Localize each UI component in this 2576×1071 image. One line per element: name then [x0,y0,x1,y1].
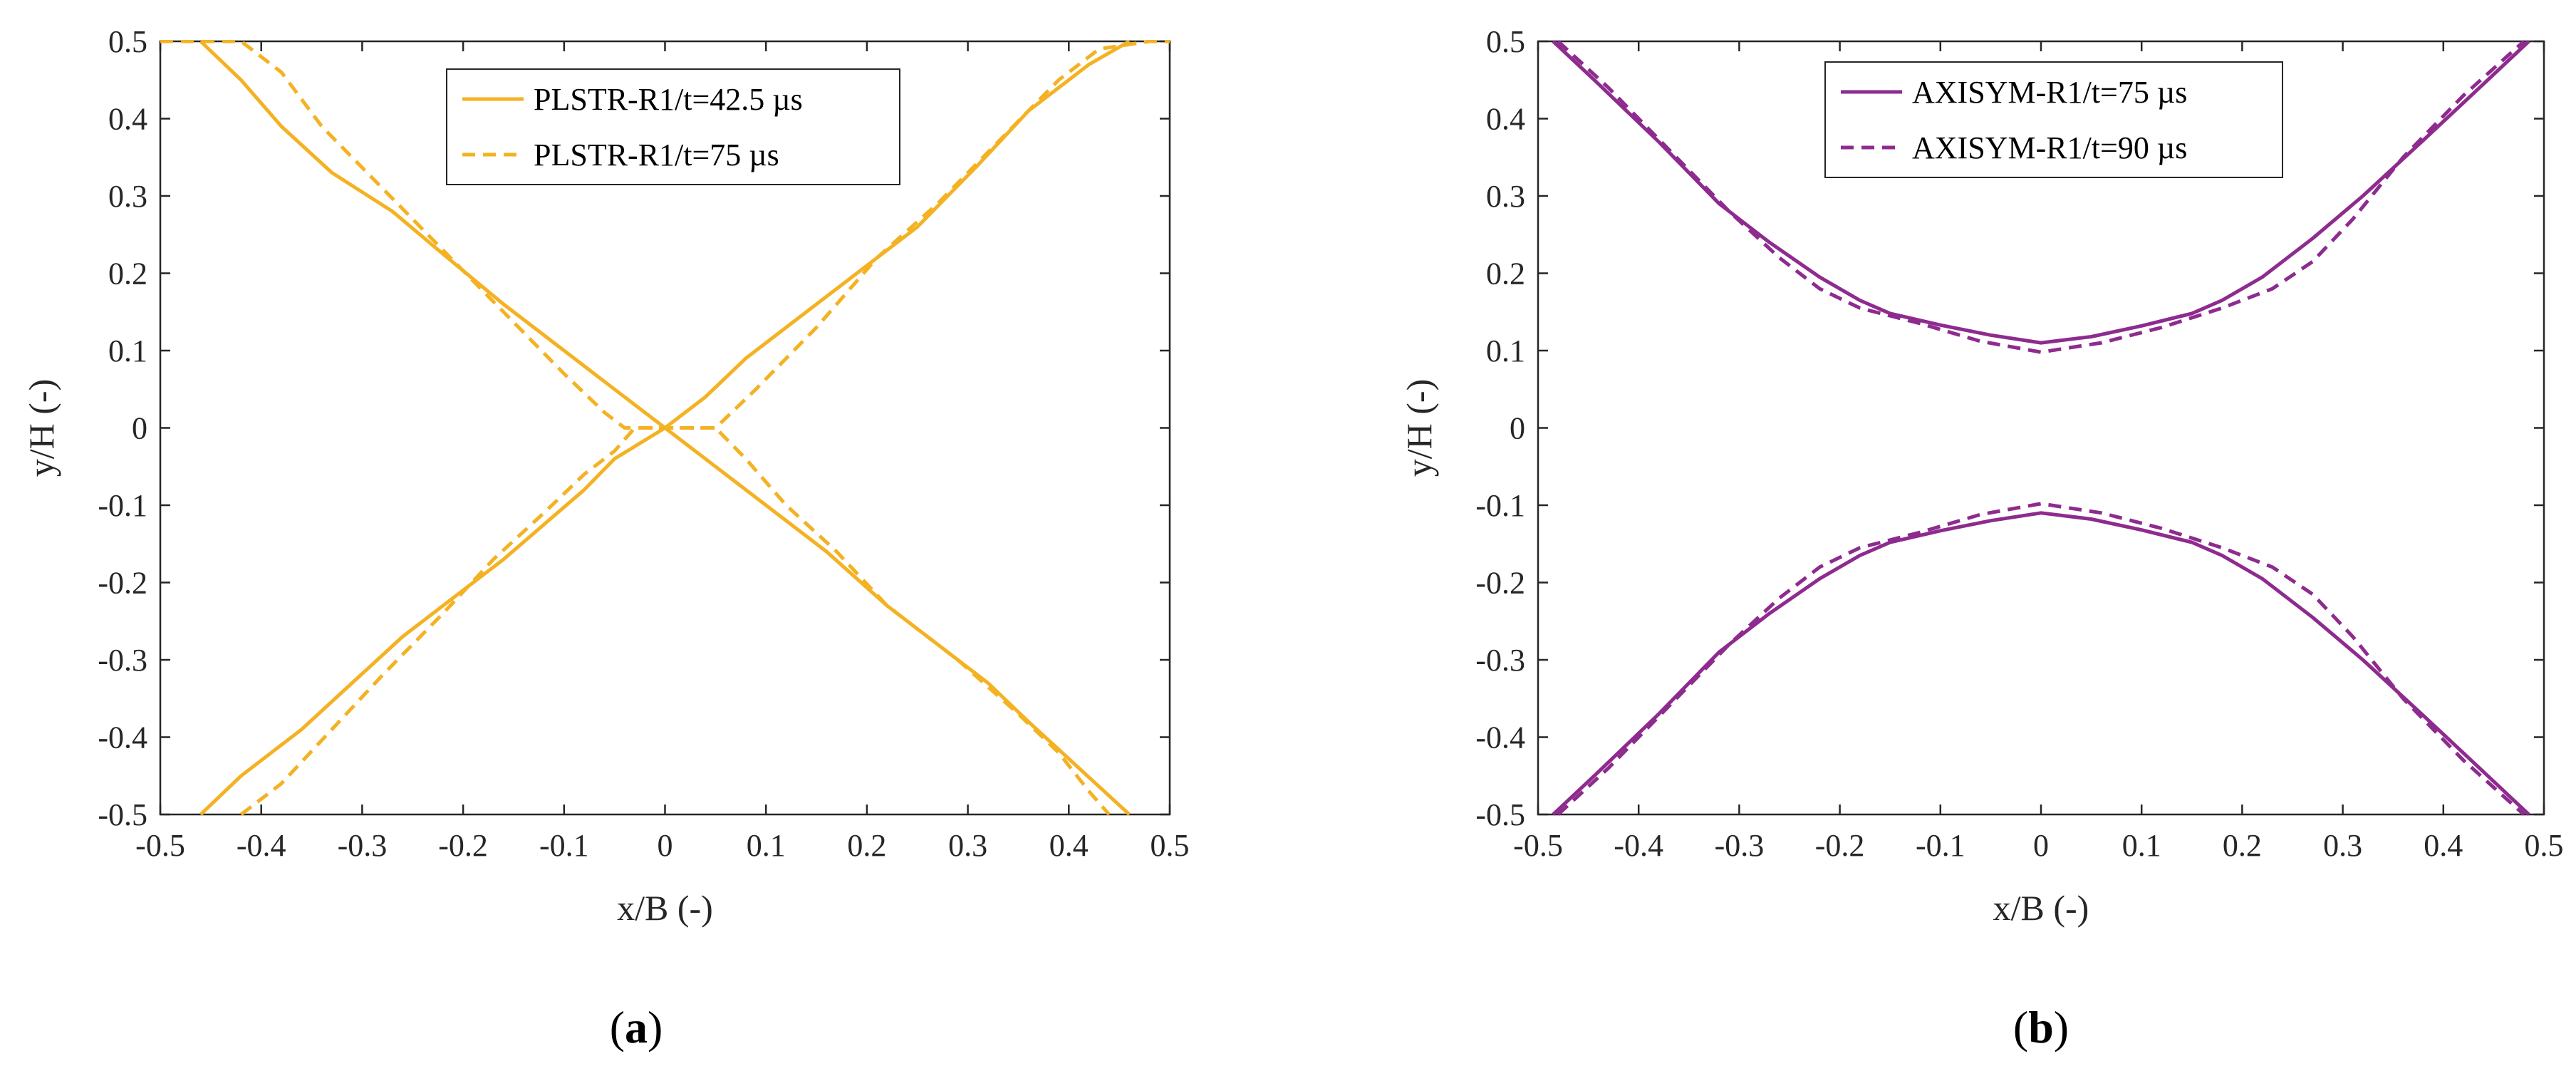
y-tick-label: -0.4 [1475,720,1525,755]
x-tick-label: -0.1 [1916,828,1965,863]
x-tick-label: -0.3 [1715,828,1765,863]
x-tick-label: -0.2 [438,828,488,863]
y-tick-label: -0.3 [98,643,147,678]
x-tick-label: -0.1 [539,828,589,863]
caption-close-paren: ) [2054,1002,2069,1052]
y-tick-label: 0 [132,411,147,446]
x-tick-label: 0.4 [2424,828,2463,863]
legend-box [446,68,900,185]
legend-label: PLSTR-R1/t=42.5 µs [534,82,803,117]
legend: PLSTR-R1/t=42.5 µs PLSTR-R1/t=75 µs [446,68,900,185]
y-tick-label: -0.1 [98,488,147,523]
x-tick-label: 0.2 [847,828,886,863]
x-tick-label: -0.5 [1513,828,1563,863]
x-tick-label: -0.3 [338,828,388,863]
y-tick-label: 0 [1510,411,1525,446]
y-tick-label: -0.1 [1475,488,1525,523]
panel-b: -0.5 -0.4 -0.3 -0.2 -0.1 0 0.1 0.2 0.3 0.4 0.5 -0.5… [1399,24,2564,1052]
caption-close-paren: ) [648,1002,663,1052]
y-tick-label: 0.5 [1486,24,1525,59]
x-tick-label: 0.4 [1049,828,1089,863]
y-tick-label: 0.2 [108,257,147,291]
y-tick-label: 0.5 [108,24,147,59]
x-tick-label: 0.3 [2323,828,2362,863]
y-tick-label: -0.3 [1475,643,1525,678]
y-axis-label: y/H (-) [21,379,61,477]
caption-letter: a [625,1002,648,1052]
x-tick-label: 0 [2033,828,2049,863]
plot-area [160,40,1170,816]
x-axis-label: x/B (-) [617,888,713,928]
x-tick-label: -0.5 [135,828,185,863]
x-tick-label: 0.1 [2122,828,2161,863]
caption-open-paren: ( [2013,1002,2028,1052]
x-tick-label: 0.2 [2223,828,2262,863]
x-tick-label: -0.2 [1815,828,1865,863]
y-tick-label: -0.5 [1475,797,1525,832]
caption-letter: b [2028,1002,2054,1052]
y-tick-label: 0.3 [1486,179,1525,214]
y-tick-label: 0.1 [108,333,147,368]
series-line-solid-1 [199,40,1131,816]
x-tick-label: 0.5 [2525,828,2564,863]
y-tick-label: 0.3 [108,179,147,214]
x-tick-label: -0.4 [237,828,286,863]
legend-box [1824,61,2283,178]
panel-caption: (b) [2013,1002,2069,1052]
x-tick-label: 0 [658,828,673,863]
series-line-dashed-1 [239,40,1170,816]
y-tick-label: -0.5 [98,797,147,832]
series-line-solid-1 [1552,511,2530,816]
x-axis-label: x/B (-) [1993,888,2089,928]
y-tick-label: 0.4 [1486,102,1525,137]
x-tick-label: -0.4 [1614,828,1663,863]
legend-label: PLSTR-R1/t=75 µs [534,138,779,172]
y-tick-label: -0.2 [1475,566,1525,601]
y-tick-label: 0.2 [1486,257,1525,291]
x-tick-label: 0.3 [948,828,987,863]
legend-label: AXISYM-R1/t=75 µs [1912,75,2187,110]
x-tick-label: 0.5 [1151,828,1190,863]
legend-label: AXISYM-R1/t=90 µs [1912,130,2187,165]
plot-area [1552,40,2530,816]
y-tick-label: 0.4 [108,102,147,137]
panel-a: -0.5 -0.4 -0.3 -0.2 -0.1 0 0.1 0.2 0.3 0.4 0.5 -0.5… [21,24,1190,1052]
series-line-dashed-0 [1557,40,2525,354]
caption-open-paren: ( [610,1002,625,1052]
legend: AXISYM-R1/t=75 µs AXISYM-R1/t=90 µs [1824,61,2283,178]
x-tick-label: 0.1 [747,828,786,863]
series-line-dashed-1 [1557,502,2525,816]
y-tick-label: -0.4 [98,720,147,755]
panel-caption: (a) [610,1002,663,1052]
y-tick-label: 0.1 [1486,333,1525,368]
y-axis-label: y/H (-) [1399,379,1439,477]
y-tick-label: -0.2 [98,566,147,601]
